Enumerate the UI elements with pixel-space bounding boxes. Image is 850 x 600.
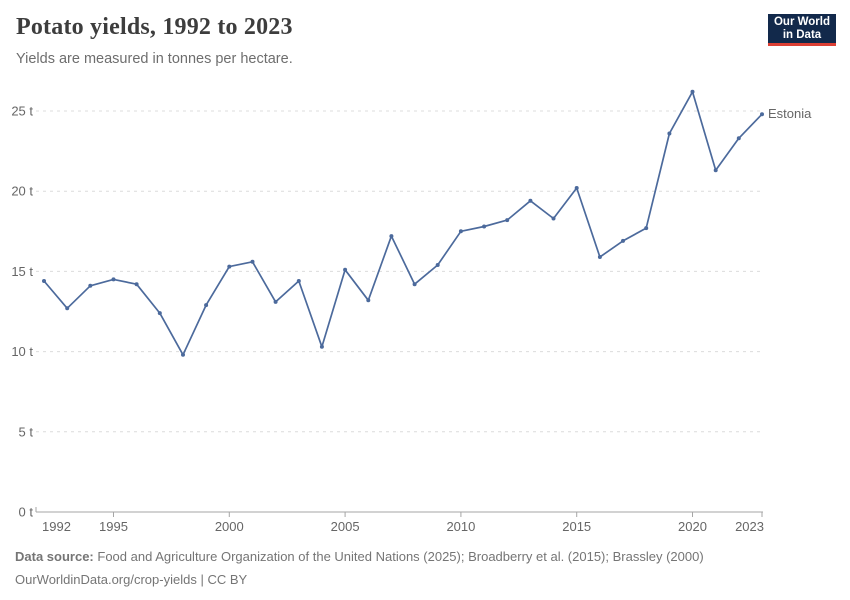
x-tick-label: 2010: [446, 519, 475, 534]
data-point[interactable]: [621, 238, 625, 243]
data-point[interactable]: [319, 344, 324, 349]
x-tick-label: 1995: [99, 519, 128, 534]
data-point[interactable]: [667, 131, 672, 136]
data-point[interactable]: [458, 229, 463, 234]
data-point[interactable]: [551, 216, 556, 221]
x-tick-label: 2023: [735, 519, 764, 534]
data-point[interactable]: [412, 282, 417, 287]
series-label[interactable]: Estonia: [768, 106, 812, 121]
data-point[interactable]: [134, 282, 139, 287]
x-tick-label: 2020: [678, 519, 707, 534]
data-point[interactable]: [736, 136, 741, 141]
y-tick-label: 15 t: [11, 264, 33, 279]
data-point[interactable]: [389, 234, 394, 239]
data-point[interactable]: [204, 303, 209, 308]
y-tick-label: 0 t: [19, 505, 34, 520]
data-point[interactable]: [505, 218, 510, 223]
owid-logo-line2: in Data: [782, 28, 822, 41]
chart-subtitle: Yields are measured in tonnes per hectar…: [16, 51, 293, 67]
data-source-text: Food and Agriculture Organization of the…: [97, 549, 704, 564]
y-tick-label: 25 t: [11, 104, 33, 119]
data-point[interactable]: [760, 112, 764, 117]
series-line[interactable]: [43, 90, 763, 356]
data-point[interactable]: [296, 279, 301, 283]
y-tick-label: 5 t: [19, 424, 34, 439]
data-point[interactable]: [597, 255, 602, 259]
footer-link[interactable]: OurWorldinData.org/crop-yields: [15, 572, 197, 587]
y-tick-label: 10 t: [11, 344, 33, 359]
y-tick-label: 20 t: [11, 184, 33, 199]
data-point[interactable]: [111, 277, 116, 282]
data-source-label: Data source:: [15, 549, 94, 564]
data-point[interactable]: [88, 283, 93, 288]
data-point[interactable]: [157, 311, 162, 316]
x-tick-label: 2000: [215, 519, 244, 534]
owid-logo[interactable]: Our World in Data: [768, 14, 836, 46]
owid-logo-line1: Our World: [773, 15, 830, 28]
footer: Data source: Food and Agriculture Organi…: [15, 545, 735, 591]
data-point[interactable]: [574, 186, 579, 190]
data-point[interactable]: [273, 299, 278, 304]
data-point[interactable]: [65, 306, 70, 311]
data-point[interactable]: [435, 263, 440, 267]
x-tick-label: 2005: [331, 519, 360, 534]
footer-license: | CC BY: [200, 572, 248, 587]
data-point[interactable]: [181, 352, 185, 357]
x-tick-label: 1992: [42, 519, 71, 534]
data-point[interactable]: [644, 226, 649, 231]
data-point[interactable]: [528, 198, 533, 203]
data-point[interactable]: [343, 267, 348, 272]
data-point[interactable]: [713, 168, 718, 173]
data-point[interactable]: [42, 279, 46, 283]
data-point[interactable]: [250, 259, 255, 264]
data-point[interactable]: [227, 264, 232, 269]
data-point[interactable]: [482, 224, 487, 229]
x-tick-label: 2015: [562, 519, 591, 534]
data-point[interactable]: [690, 89, 695, 94]
chart-title: Potato yields, 1992 to 2023: [16, 14, 293, 40]
data-point[interactable]: [366, 298, 371, 303]
